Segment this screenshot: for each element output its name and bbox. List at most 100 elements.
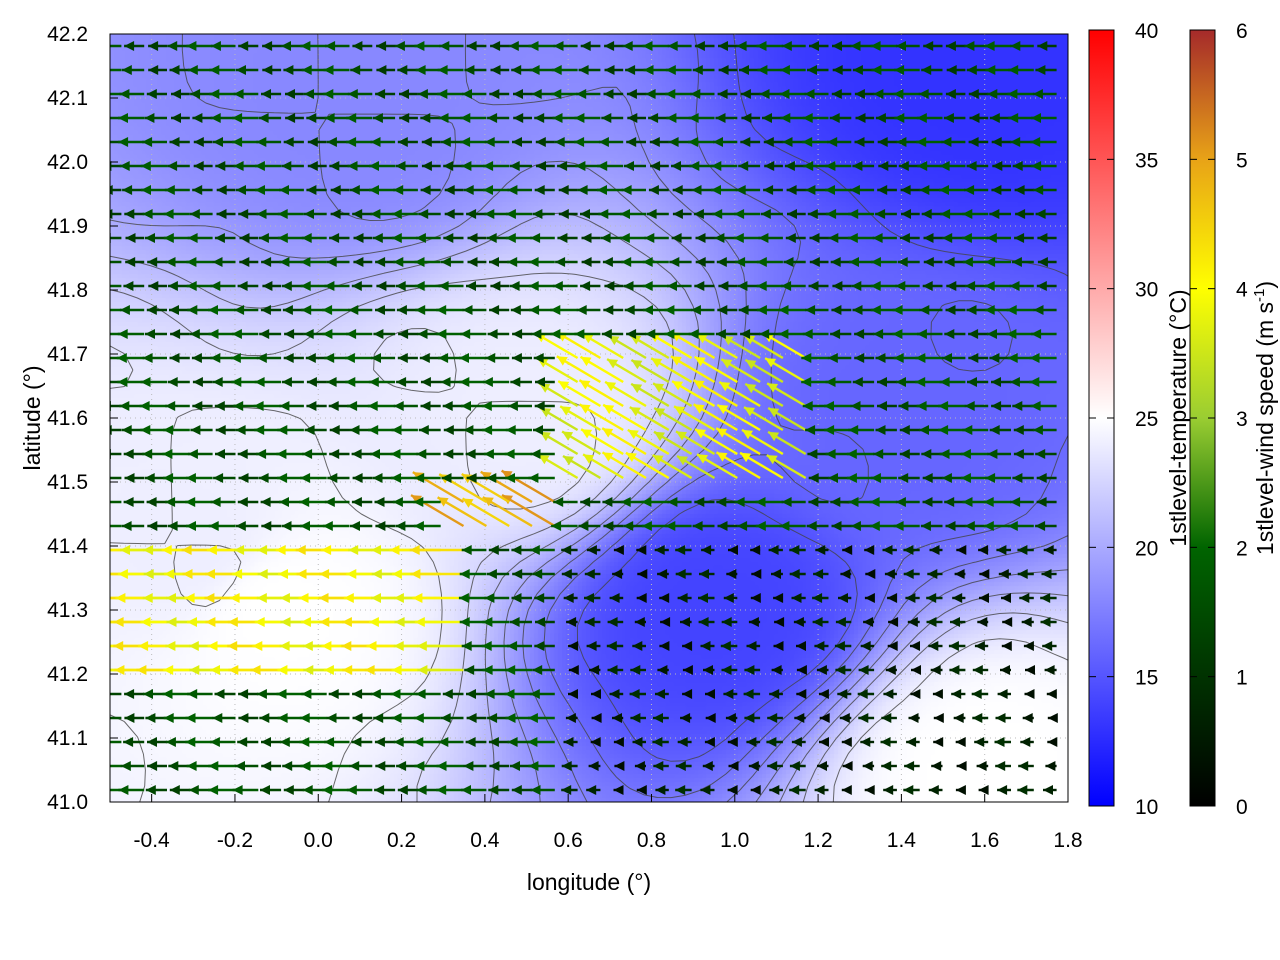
wind-vector-head: [215, 425, 226, 435]
wind-vector-head: [848, 497, 859, 507]
wind-vector-head: [368, 425, 379, 435]
wind-vector-head: [367, 401, 378, 411]
wind-vector-head: [505, 473, 515, 483]
wind-vector-head: [145, 785, 156, 795]
wind-vector-head: [716, 257, 727, 267]
wind-vector-head: [561, 761, 572, 771]
wind-vector-head: [718, 281, 729, 291]
wind-vector-head: [1012, 473, 1023, 483]
wind-vector-head: [875, 209, 886, 219]
wind-vector-head: [870, 473, 881, 483]
wind-vector-head: [847, 233, 858, 243]
wind-vector-head: [186, 521, 196, 531]
wind-vector-head: [304, 425, 315, 435]
wind-vector-head: [998, 569, 1009, 579]
wind-vector-head: [1040, 593, 1051, 603]
wind-vector-head: [581, 257, 592, 267]
wind-vector-head: [416, 785, 427, 795]
wind-vector-head: [701, 545, 712, 555]
wind-vector-head: [262, 41, 273, 51]
wind-vector-head: [1014, 233, 1025, 243]
wind-vector-head: [396, 305, 407, 315]
wind-vector-head: [763, 185, 774, 195]
wind-vector-head: [302, 449, 313, 459]
wind-vector-head: [584, 617, 595, 627]
wind-vector-head: [328, 401, 339, 411]
wind-vector-head: [324, 113, 335, 123]
wind-vector-head: [281, 377, 292, 387]
wind-vector-head: [138, 641, 149, 651]
wind-vector-head: [488, 785, 499, 795]
wind-vector-head: [171, 113, 181, 123]
wind-vector-head: [927, 569, 938, 579]
wind-vector-head: [613, 785, 624, 795]
wind-vector-head: [324, 353, 335, 363]
wind-vector-head: [99, 473, 109, 483]
wind-vector-head: [238, 41, 249, 51]
wind-vector-head: [443, 425, 454, 435]
wind-vector-head: [944, 257, 955, 267]
wind-vector-head: [351, 737, 362, 747]
wind-vector-head: [347, 401, 358, 411]
wind-vector-head: [228, 665, 239, 675]
wind-vector-head: [887, 641, 898, 651]
wind-vector-head: [621, 257, 632, 267]
wind-vector-head: [654, 545, 665, 555]
wind-vector-head: [802, 113, 813, 123]
y-tick-label: 41.1: [47, 727, 88, 750]
wind-vector-head: [75, 641, 85, 651]
wind-vector-head: [854, 329, 865, 339]
wind-vector-head: [535, 617, 545, 627]
wind-vector-head: [910, 689, 921, 699]
wind-vector-head: [511, 785, 522, 795]
wind-vector-head: [413, 497, 424, 507]
wind-vector-head: [1011, 257, 1022, 267]
wind-vector-head: [916, 329, 927, 339]
wind-vector-head: [323, 89, 334, 99]
wind-vector-head: [680, 617, 690, 627]
wind-vector-head: [591, 689, 601, 699]
wind-vector-head: [142, 449, 153, 459]
wind-vector-head: [140, 425, 151, 435]
wind-vector-head: [417, 665, 428, 675]
wind-vector-head: [938, 425, 949, 435]
wind-vector-head: [746, 737, 757, 747]
wind-vector-head: [459, 377, 470, 387]
wind-vector-head: [807, 449, 818, 459]
wind-vector-head: [755, 521, 766, 531]
wind-vector-head: [629, 407, 641, 417]
wind-vector-head: [653, 383, 665, 393]
wind-vector-head: [341, 617, 352, 627]
wind-vector-head: [351, 449, 362, 459]
wind-vector-head: [842, 545, 853, 555]
wind-vector-head: [654, 431, 665, 442]
wind-vector-head: [931, 761, 942, 771]
wind-vector-head: [966, 305, 977, 315]
wind-vector-head: [326, 137, 337, 147]
wind-vector-head: [393, 593, 404, 603]
wind-vector-head: [827, 137, 838, 147]
wind-vector-head: [919, 305, 930, 315]
wind-vector-head: [261, 257, 272, 267]
wind-vector-head: [664, 329, 675, 339]
wind-vector-head: [964, 185, 975, 195]
wind-vector-head: [96, 281, 106, 291]
wind-vector-head: [1020, 737, 1031, 747]
wind-vector-head: [391, 473, 401, 483]
wind-vector-head: [437, 65, 448, 75]
wind-vector-head: [814, 641, 825, 651]
wind-vector-head: [873, 329, 884, 339]
wind-vector-head: [830, 329, 841, 339]
colorbar-tick-label: 4: [1236, 279, 1248, 302]
wind-vector-head: [765, 358, 777, 368]
wind-vector-head: [91, 569, 101, 579]
wind-vector-head: [342, 665, 353, 675]
wind-vector-head: [750, 545, 761, 555]
wind-vector-head: [875, 425, 886, 435]
wind-vector-head: [1009, 377, 1020, 387]
wind-vector-head: [756, 305, 767, 315]
wind-vector-head: [716, 452, 728, 462]
wind-vector-head: [205, 617, 216, 627]
wind-vector-head: [295, 545, 306, 555]
wind-vector-head: [279, 497, 289, 507]
